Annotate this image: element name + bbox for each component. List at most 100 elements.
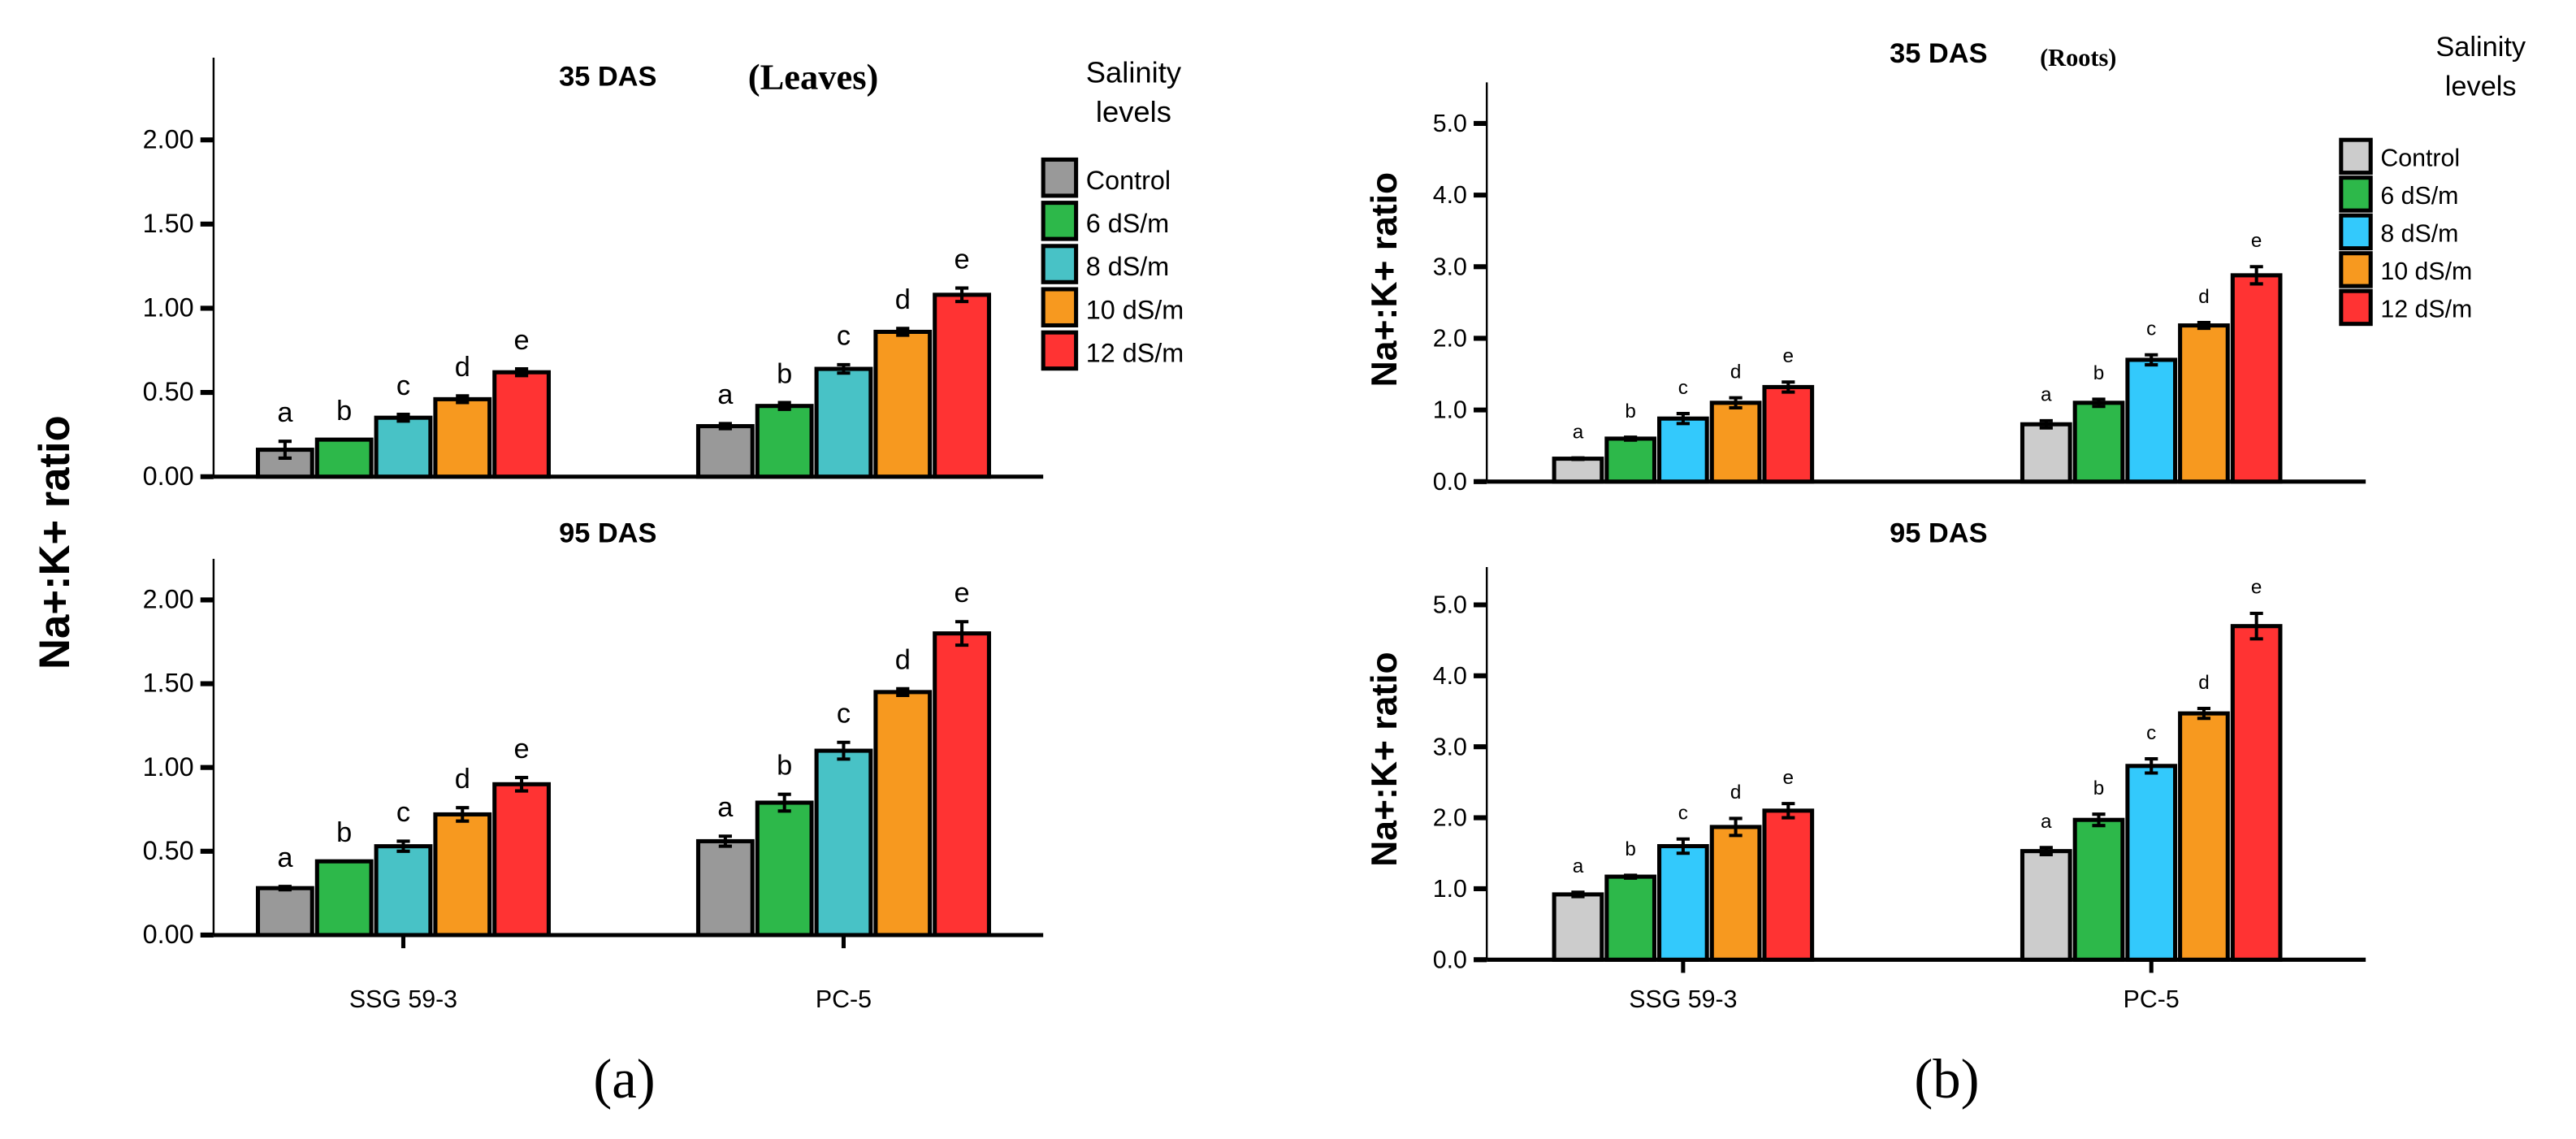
significance-letter-a-bottom: c <box>837 698 851 729</box>
significance-letter-b-top: b <box>1625 401 1636 422</box>
significance-letter-a-bottom: d <box>455 764 470 795</box>
bar-b-bottom-12dSm-0 <box>1762 808 1815 962</box>
significance-letter-a-top: d <box>455 352 470 383</box>
bar-a-top-12dSm-1 <box>933 292 991 479</box>
bar-a-top-Control-1 <box>695 424 755 479</box>
significance-letter-a-top: b <box>777 358 792 389</box>
significance-letter-b-top: d <box>1730 361 1742 383</box>
bar-b-bottom-8dSm-0 <box>1657 843 1709 962</box>
significance-letter-b-bottom: d <box>2198 672 2210 694</box>
bar-a-bottom-Control-1 <box>695 838 755 938</box>
legend-swatch-a <box>1041 201 1079 241</box>
bar-b-bottom-12dSm-1 <box>2230 624 2283 962</box>
y-tick-label-b-bottom: 0.0 <box>1433 946 1467 973</box>
legend-label-a: 10 dS/m <box>1086 295 1184 324</box>
y-tick-label-b-bottom: 4.0 <box>1433 663 1467 690</box>
legend-label-a: Control <box>1086 166 1171 195</box>
legend-swatch-b <box>2339 137 2373 175</box>
y-tick-label-b-bottom: 3.0 <box>1433 734 1467 760</box>
bar-b-bottom-10dSm-0 <box>1709 825 1762 962</box>
significance-letter-b-bottom: a <box>1573 855 1584 877</box>
legend-swatch-a <box>1041 157 1079 198</box>
significance-letter-b-top: a <box>1573 421 1584 443</box>
y-tick-label-a-bottom: 2.00 <box>143 585 194 614</box>
bar-a-bottom-10dSm-0 <box>433 812 492 938</box>
legend-label-b: 8 dS/m <box>2380 221 2458 248</box>
bar-a-bottom-12dSm-0 <box>492 782 551 938</box>
bar-a-bottom-6dSm-0 <box>314 859 374 938</box>
significance-letter-a-bottom: e <box>955 578 970 608</box>
bar-a-top-10dSm-1 <box>873 329 933 479</box>
significance-letter-b-top: e <box>2251 230 2262 252</box>
chart-subtitle-b-top: (Roots) <box>2040 44 2116 71</box>
y-axis-label-b-bottom: Na+:K+ ratio <box>1365 652 1405 867</box>
legend-swatch-b <box>2339 175 2373 213</box>
bar-a-bottom-6dSm-1 <box>755 800 814 938</box>
y-tick-label-b-top: 0.0 <box>1433 469 1467 496</box>
significance-letter-a-bottom: d <box>895 644 911 675</box>
significance-letter-a-bottom: e <box>514 734 530 764</box>
chart-title-a-top: 35 DAS <box>559 61 656 92</box>
significance-letter-b-top: e <box>1783 345 1795 367</box>
significance-letter-b-bottom: c <box>2146 722 2156 744</box>
significance-letter-a-bottom: b <box>336 817 352 848</box>
legend-label-b: Control <box>2380 145 2460 172</box>
y-tick-label-b-bottom: 5.0 <box>1433 592 1467 619</box>
significance-letter-a-bottom: c <box>396 797 410 828</box>
y-tick-label-b-top: 2.0 <box>1433 326 1467 353</box>
legend-swatch-b <box>2339 251 2373 288</box>
legend-swatch-a <box>1041 330 1079 371</box>
y-tick-label-b-bottom: 2.0 <box>1433 805 1467 832</box>
chart-title-b-bottom: 95 DAS <box>1890 518 1987 549</box>
y-tick-label-a-top: 0.50 <box>143 377 194 406</box>
significance-letter-b-top: b <box>2093 362 2105 384</box>
significance-letter-a-top: c <box>837 321 851 352</box>
panel-label-a: (a) <box>593 1048 655 1110</box>
bar-a-bottom-8dSm-1 <box>814 748 873 938</box>
legend-title-b-line2: levels <box>2445 71 2517 102</box>
y-tick-label-b-bottom: 1.0 <box>1433 876 1467 903</box>
significance-letter-b-bottom: b <box>1625 838 1636 860</box>
y-tick-label-a-bottom: 1.00 <box>143 752 194 782</box>
legend-label-a: 12 dS/m <box>1086 339 1184 368</box>
bar-b-bottom-6dSm-1 <box>2072 817 2125 962</box>
bar-a-bottom-12dSm-1 <box>933 631 991 938</box>
x-tick-label-a-bottom: PC-5 <box>816 986 872 1013</box>
significance-letter-a-top: c <box>396 370 410 401</box>
y-tick-label-a-top: 1.00 <box>143 293 194 323</box>
significance-letter-b-top: a <box>2041 384 2052 406</box>
legend-title-b-line1: Salinity <box>2435 32 2526 63</box>
significance-letter-b-bottom: d <box>1730 782 1742 803</box>
bar-b-top-12dSm-1 <box>2230 273 2283 484</box>
chart-title-b-top: 35 DAS <box>1890 38 1987 69</box>
bar-b-bottom-10dSm-1 <box>2178 711 2230 962</box>
bar-b-bottom-8dSm-1 <box>2125 764 2178 962</box>
y-tick-label-a-bottom: 1.50 <box>143 669 194 698</box>
bar-a-bottom-Control-0 <box>255 886 314 938</box>
bar-b-top-12dSm-0 <box>1762 384 1815 484</box>
y-tick-label-b-top: 1.0 <box>1433 397 1467 424</box>
significance-letter-a-top: d <box>895 284 911 315</box>
y-axis-label-b-top: Na+:K+ ratio <box>1365 172 1405 388</box>
bar-b-top-Control-0 <box>1552 457 1604 484</box>
y-tick-label-b-top: 4.0 <box>1433 182 1467 209</box>
bar-b-top-10dSm-1 <box>2178 323 2230 484</box>
significance-letter-b-bottom: e <box>2251 577 2262 599</box>
bar-a-top-8dSm-0 <box>374 415 433 479</box>
y-tick-label-b-top: 3.0 <box>1433 253 1467 280</box>
significance-letter-a-bottom: a <box>717 792 734 823</box>
y-tick-label-a-bottom: 0.50 <box>143 836 194 865</box>
significance-letter-b-bottom: b <box>2093 777 2105 799</box>
bar-b-top-Control-1 <box>2020 422 2072 484</box>
bar-a-bottom-8dSm-0 <box>374 844 433 938</box>
chart-subtitle-a-top: (Leaves) <box>748 56 879 97</box>
bar-b-top-8dSm-0 <box>1657 416 1709 484</box>
significance-letter-b-bottom: c <box>1678 803 1688 825</box>
bar-a-top-8dSm-1 <box>814 366 873 479</box>
significance-letter-b-bottom: e <box>1783 767 1795 789</box>
bar-b-bottom-Control-1 <box>2020 849 2072 962</box>
legend-title-a-line2: levels <box>1096 95 1171 128</box>
x-tick-label-b-bottom: SSG 59-3 <box>1629 986 1737 1013</box>
significance-letter-a-top: b <box>336 396 352 427</box>
legend-swatch-b <box>2339 288 2373 327</box>
